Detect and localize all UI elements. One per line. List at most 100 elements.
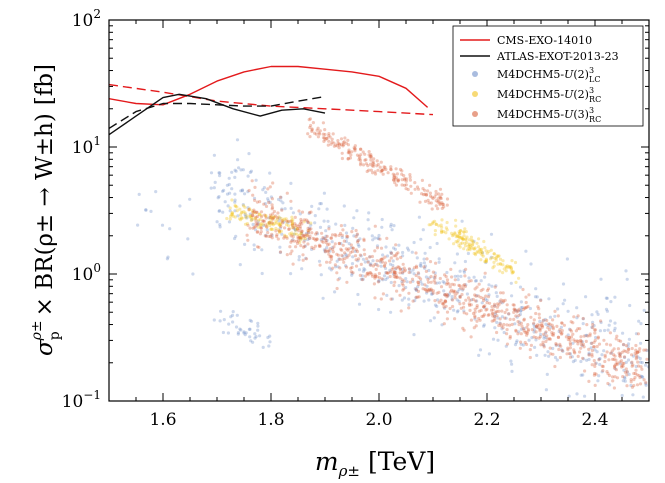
- scatter-point: [532, 330, 536, 334]
- scatter-point: [400, 178, 404, 182]
- scatter-point: [530, 336, 534, 340]
- scatter-point: [266, 187, 270, 191]
- scatter-point: [592, 340, 596, 344]
- scatter-point: [263, 202, 267, 206]
- scatter-point: [314, 232, 318, 236]
- scatter-point: [264, 223, 268, 227]
- scatter-point: [411, 299, 415, 303]
- scatter-point: [377, 279, 381, 283]
- scatter-point: [535, 325, 539, 329]
- scatter-point: [415, 256, 419, 260]
- scatter-point: [357, 268, 362, 272]
- scatter-point: [458, 229, 462, 233]
- scatter-point: [249, 339, 253, 343]
- scatter-point: [354, 258, 358, 262]
- scatter-point: [578, 350, 582, 354]
- scatter-point: [340, 235, 344, 239]
- scatter-point: [450, 288, 454, 292]
- scatter-point: [437, 257, 441, 261]
- scatter-point: [311, 236, 315, 240]
- scatter-point: [273, 221, 277, 226]
- scatter-point: [474, 294, 478, 298]
- scatter-point: [251, 211, 255, 215]
- scatter-point: [458, 302, 462, 306]
- scatter-point: [282, 220, 286, 224]
- scatter-point: [428, 319, 433, 323]
- scatter-point: [585, 333, 589, 337]
- scatter-point: [422, 193, 426, 197]
- scatter-point: [484, 258, 489, 262]
- scatter-point: [248, 170, 252, 174]
- scatter-point: [339, 224, 343, 228]
- scatter-point: [444, 231, 448, 235]
- scatter-point: [369, 155, 373, 159]
- scatter-point: [585, 323, 589, 327]
- scatter-point: [337, 241, 341, 245]
- scatter-point: [337, 233, 341, 237]
- scatter-point: [168, 227, 172, 231]
- scatter-point: [264, 216, 268, 220]
- scatter-point: [420, 178, 424, 182]
- scatter-point: [428, 245, 432, 250]
- scatter-point: [286, 224, 291, 228]
- scatter-point: [395, 275, 399, 279]
- scatter-point: [382, 274, 387, 278]
- scatter-point: [557, 347, 561, 352]
- scatter-point: [250, 209, 254, 213]
- scatter-point: [593, 328, 597, 332]
- scatter-point: [295, 239, 299, 243]
- scatter-point: [241, 203, 245, 207]
- scatter-point: [429, 201, 433, 205]
- scatter-point: [261, 219, 265, 223]
- scatter-point: [580, 343, 585, 348]
- scatter-point: [308, 117, 312, 121]
- scatter-point: [341, 257, 345, 262]
- scatter-point: [299, 231, 303, 235]
- scatter-point: [291, 211, 295, 215]
- scatter-point: [331, 132, 335, 136]
- scatter-point: [310, 245, 314, 249]
- scatter-point: [419, 237, 423, 241]
- scatter-point: [414, 287, 418, 291]
- scatter-point: [389, 280, 393, 285]
- scatter-point: [350, 265, 354, 269]
- scatter-point: [349, 246, 353, 250]
- scatter-point: [440, 218, 444, 222]
- scatter-point: [325, 238, 329, 242]
- scatter-point: [644, 380, 648, 385]
- scatter-point: [587, 357, 591, 362]
- scatter-point: [366, 260, 370, 264]
- scatter-point: [566, 346, 570, 350]
- scatter-point: [443, 273, 447, 277]
- scatter-point: [431, 196, 435, 201]
- scatter-point: [397, 284, 401, 288]
- scatter-point: [542, 332, 546, 336]
- scatter-point: [231, 310, 235, 314]
- scatter-point: [437, 224, 441, 228]
- scatter-point: [484, 260, 488, 265]
- scatter-point: [457, 231, 462, 235]
- scatter-point: [322, 139, 326, 143]
- scatter-point: [300, 222, 304, 226]
- scatter-point: [277, 222, 281, 226]
- scatter-point: [368, 255, 372, 259]
- scatter-point: [411, 268, 415, 272]
- scatter-point: [548, 337, 552, 341]
- scatter-point: [483, 260, 487, 264]
- scatter-point: [615, 362, 619, 366]
- scatter-point: [625, 370, 629, 374]
- scatter-point: [256, 324, 260, 328]
- scatter-point: [422, 257, 426, 261]
- scatter-point: [434, 192, 438, 197]
- scatter-point: [540, 321, 544, 325]
- scatter-point: [601, 369, 605, 373]
- scatter-point: [256, 328, 260, 332]
- scatter-point: [298, 237, 302, 241]
- scatter-point: [432, 316, 436, 320]
- scatter-point: [622, 361, 626, 365]
- scatter-point: [231, 320, 235, 324]
- scatter-point: [217, 171, 221, 175]
- scatter-point: [492, 260, 496, 264]
- scatter-point: [440, 301, 445, 305]
- scatter-point: [239, 328, 243, 332]
